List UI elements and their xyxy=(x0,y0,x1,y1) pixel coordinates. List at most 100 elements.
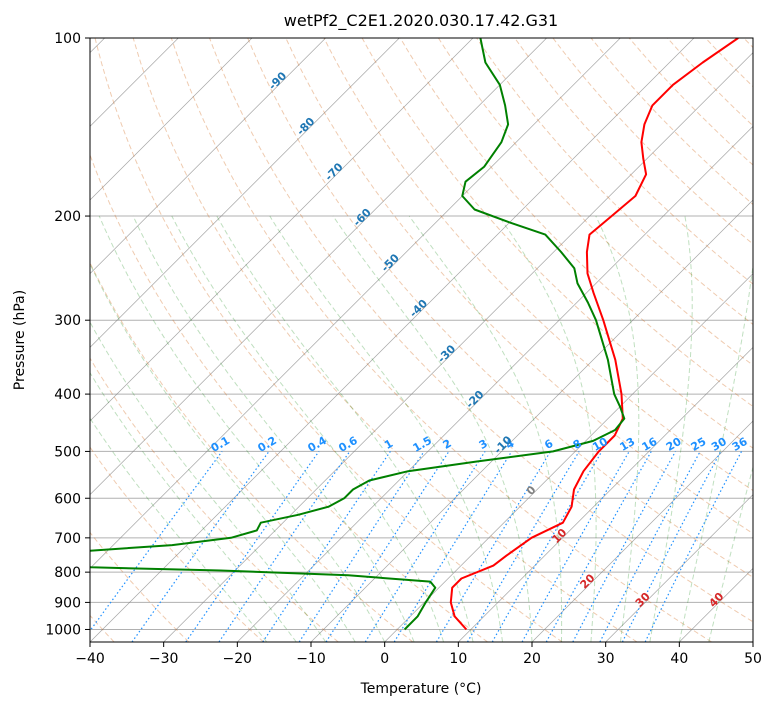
mixing-ratio-line xyxy=(185,451,320,642)
dry-adiabat-label: -80 xyxy=(294,115,317,138)
isotherm-line xyxy=(237,125,753,642)
dry-adiabat xyxy=(323,38,753,492)
dry-adiabat-label: -40 xyxy=(407,297,430,320)
y-tick-label: 100 xyxy=(54,31,81,47)
moist-adiabat xyxy=(90,262,356,642)
sounding-lines xyxy=(90,38,739,631)
mixing-ratio-line xyxy=(466,451,580,642)
dry-adiabat xyxy=(667,38,753,127)
isotherm-line xyxy=(752,641,753,642)
y-tick-label: 500 xyxy=(54,444,81,460)
moist-adiabat xyxy=(649,215,693,642)
dry-adiabat xyxy=(705,38,753,88)
plot-frame xyxy=(89,37,754,643)
sounding-series-line xyxy=(90,38,626,631)
isotherm-line xyxy=(90,38,253,201)
x-tick-label: 0 xyxy=(380,651,389,667)
dry-adiabat xyxy=(209,38,753,623)
moist-adiabat xyxy=(90,417,268,642)
moist-adiabat xyxy=(171,215,445,642)
y-tick-label: 700 xyxy=(54,531,81,547)
x-tick-label: −20 xyxy=(223,651,253,667)
dry-adiabat-label: 40 xyxy=(706,590,726,610)
isotherm-line xyxy=(90,38,621,569)
dry-adiabat xyxy=(247,38,753,578)
isotherm-line xyxy=(679,567,753,642)
dry-adiabat xyxy=(170,38,712,642)
dry-adiabat-label: -90 xyxy=(266,69,289,92)
mixing-ratio-line xyxy=(90,451,223,632)
dry-adiabat-label: -70 xyxy=(322,160,345,183)
dry-adiabat-label: -20 xyxy=(463,388,486,411)
dry-adiabat xyxy=(90,531,190,642)
moist-adiabat xyxy=(708,465,753,642)
dry-adiabat-label: -50 xyxy=(379,251,402,274)
dry-adiabat xyxy=(90,153,488,642)
dry-adiabat xyxy=(90,357,339,642)
mixing-ratio-line xyxy=(131,451,270,642)
moist-adiabat xyxy=(498,215,597,642)
mixing-ratio-line xyxy=(599,451,701,642)
moist-adiabat xyxy=(595,215,640,642)
dry-adiabat xyxy=(437,38,753,366)
moist-adiabat xyxy=(98,215,386,642)
y-tick-label: 300 xyxy=(54,313,81,329)
dry-adiabat-label: -60 xyxy=(351,206,374,229)
y-axis-title: Pressure (hPa) xyxy=(12,290,28,390)
dry-adiabat xyxy=(90,446,264,642)
dry-adiabat xyxy=(361,38,753,449)
x-tick-label: 40 xyxy=(670,651,688,667)
dry-adiabat xyxy=(90,261,414,642)
isotherm-line xyxy=(163,52,753,642)
chart-title: wetPf2_C2E1.2020.030.17.42.G31 xyxy=(284,11,558,31)
x-tick-label: 30 xyxy=(597,651,615,667)
isotherm-line xyxy=(90,38,474,422)
moist-adiabat xyxy=(132,215,415,642)
dry-adiabat-label: -10 xyxy=(491,433,514,456)
y-tick-label: 1000 xyxy=(45,622,81,638)
isotherm-line xyxy=(458,346,753,642)
mixing-ratio-line xyxy=(218,451,351,642)
dry-adiabat xyxy=(590,38,753,206)
x-tick-label: −10 xyxy=(296,651,326,667)
x-tick-label: 10 xyxy=(449,651,467,667)
x-tick-label: −40 xyxy=(75,651,105,667)
mixing-ratio-label: 2 xyxy=(441,437,454,452)
y-tick-label: 200 xyxy=(54,209,81,225)
isotherm-line xyxy=(605,494,753,642)
y-tick-label: 400 xyxy=(54,387,81,403)
moist-adiabat xyxy=(332,215,533,642)
dry-adiabat-label: -30 xyxy=(435,342,458,365)
moist-adiabat xyxy=(216,215,474,642)
isotherm-line xyxy=(90,38,695,642)
x-axis-title: Temperature (°C) xyxy=(360,681,482,697)
x-tick-label: 20 xyxy=(523,651,541,667)
y-tick-label: 900 xyxy=(54,595,81,611)
mixing-ratio-label: 6 xyxy=(542,437,555,452)
x-tick-label: 50 xyxy=(744,651,762,667)
moist-adiabat xyxy=(269,215,503,642)
dry-adiabat xyxy=(399,38,753,408)
dry-adiabat xyxy=(743,38,753,49)
isotherm-line xyxy=(90,38,400,348)
mixing-ratio-line xyxy=(621,451,722,642)
isotherm-line xyxy=(310,199,753,642)
isotherm-line xyxy=(531,420,753,642)
mixing-ratio-label: 1 xyxy=(382,437,395,452)
mixing-ratio-line xyxy=(572,451,677,642)
dry-adiabat xyxy=(132,38,638,642)
y-tick-label: 600 xyxy=(54,491,81,507)
x-axis-ticks: −40 −30 −20 −10 0 10 20 30 40 50 xyxy=(75,642,762,667)
isotherm-line xyxy=(90,38,547,496)
isotherm-line xyxy=(90,38,326,275)
mixing-ratio-line xyxy=(262,451,391,642)
sounding-series-line xyxy=(449,38,739,631)
mixing-ratio-line xyxy=(545,451,652,642)
moist-adiabat xyxy=(90,321,327,642)
isotherm-line xyxy=(384,273,753,642)
dry-adiabat xyxy=(94,38,563,642)
y-axis-ticks: 100 200 300 400 500 600 700 800 900 1000 xyxy=(45,31,90,638)
mixing-ratio-line xyxy=(521,451,630,642)
dry-adiabat xyxy=(285,38,753,535)
